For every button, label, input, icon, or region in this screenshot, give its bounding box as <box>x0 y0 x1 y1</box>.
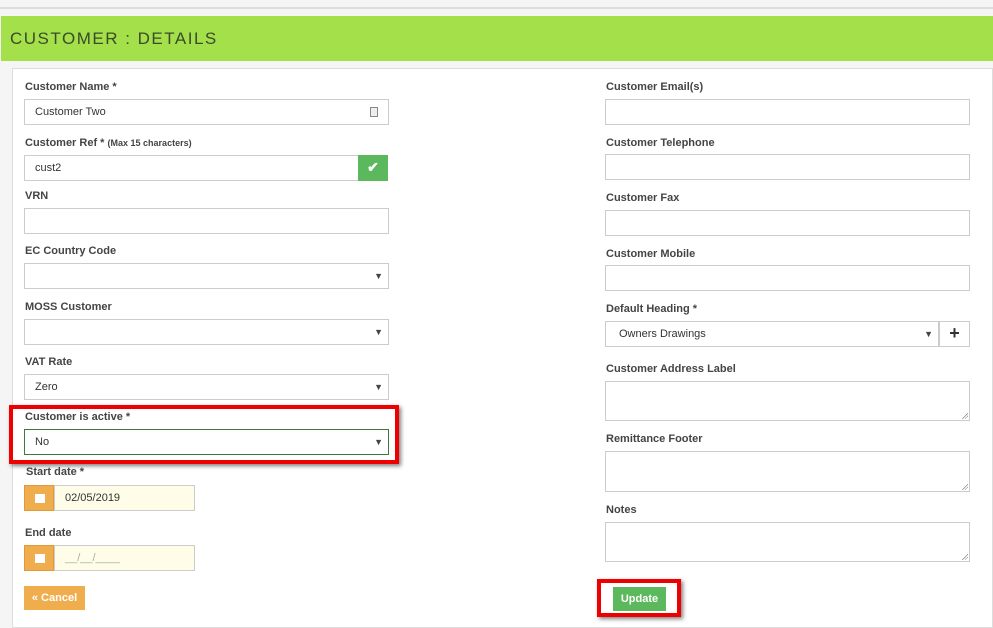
contact-card-icon <box>370 107 378 117</box>
customer-ref-input[interactable]: cust2 <box>24 155 359 181</box>
resize-handle[interactable] <box>961 412 968 419</box>
resize-handle[interactable] <box>961 483 968 490</box>
start-date-label: Start date * <box>26 466 85 478</box>
customer-email-label: Customer Email(s) <box>606 81 704 93</box>
default-heading-select[interactable]: Owners Drawings ▼ <box>605 321 939 347</box>
vrn-input[interactable] <box>24 208 389 234</box>
customer-name-label: Customer Name * <box>25 81 117 93</box>
customer-ref-label: Customer Ref * (Max 15 characters) <box>25 137 192 149</box>
customer-ref-hint: (Max 15 characters) <box>107 138 192 148</box>
calendar-icon[interactable] <box>24 545 54 571</box>
page-title: CUSTOMER : DETAILS <box>10 29 218 48</box>
customer-active-value: No <box>35 436 50 448</box>
highlight-box-active <box>9 405 399 464</box>
highlight-box-update <box>597 579 681 617</box>
chevron-down-icon: ▼ <box>374 271 383 281</box>
resize-handle[interactable] <box>961 553 968 560</box>
calendar-icon[interactable] <box>24 485 54 511</box>
cancel-button[interactable]: « Cancel <box>24 586 85 610</box>
customer-name-value: Customer Two <box>35 106 106 118</box>
end-date-label: End date <box>25 527 72 539</box>
customer-email-input[interactable] <box>605 99 970 125</box>
customer-address-label: Customer Address Label <box>606 363 736 375</box>
add-heading-button[interactable]: + <box>939 321 970 347</box>
customer-ref-value: cust2 <box>35 162 62 174</box>
customer-name-input[interactable]: Customer Two <box>24 99 389 125</box>
page-header: CUSTOMER : DETAILS <box>1 16 993 61</box>
customer-mobile-input[interactable] <box>605 265 970 291</box>
default-heading-value: Owners Drawings <box>619 328 706 340</box>
chevron-down-icon: ▼ <box>374 382 383 392</box>
customer-fax-input[interactable] <box>605 210 970 236</box>
vat-rate-value: Zero <box>35 381 58 393</box>
moss-customer-label: MOSS Customer <box>25 301 112 313</box>
customer-ref-label-text: Customer Ref * <box>25 137 105 149</box>
top-divider <box>0 7 993 9</box>
notes-textarea[interactable] <box>605 522 970 562</box>
customer-active-select[interactable]: No ▼ <box>24 429 389 455</box>
customer-telephone-label: Customer Telephone <box>606 137 715 149</box>
remittance-footer-label: Remittance Footer <box>606 433 703 445</box>
check-icon[interactable]: ✔ <box>358 155 388 181</box>
customer-address-textarea[interactable] <box>605 381 970 421</box>
customer-active-label: Customer is active * <box>25 411 131 423</box>
ec-country-code-label: EC Country Code <box>25 245 117 257</box>
chevron-down-icon: ▼ <box>374 437 383 447</box>
vrn-label: VRN <box>25 190 49 202</box>
ec-country-code-select[interactable]: ▼ <box>24 263 389 289</box>
vat-rate-select[interactable]: Zero ▼ <box>24 374 389 400</box>
customer-mobile-label: Customer Mobile <box>606 248 696 260</box>
customer-fax-label: Customer Fax <box>606 192 680 204</box>
chevron-down-icon: ▼ <box>374 327 383 337</box>
moss-customer-select[interactable]: ▼ <box>24 319 389 345</box>
update-button[interactable]: Update <box>613 587 666 611</box>
chevron-down-icon: ▼ <box>924 329 933 339</box>
default-heading-label: Default Heading * <box>606 303 698 315</box>
end-date-input[interactable]: __/__/____ <box>54 545 195 571</box>
start-date-input[interactable]: 02/05/2019 <box>54 485 195 511</box>
remittance-footer-textarea[interactable] <box>605 451 970 492</box>
notes-label: Notes <box>606 504 637 516</box>
customer-telephone-input[interactable] <box>605 154 970 180</box>
vat-rate-label: VAT Rate <box>25 356 73 368</box>
